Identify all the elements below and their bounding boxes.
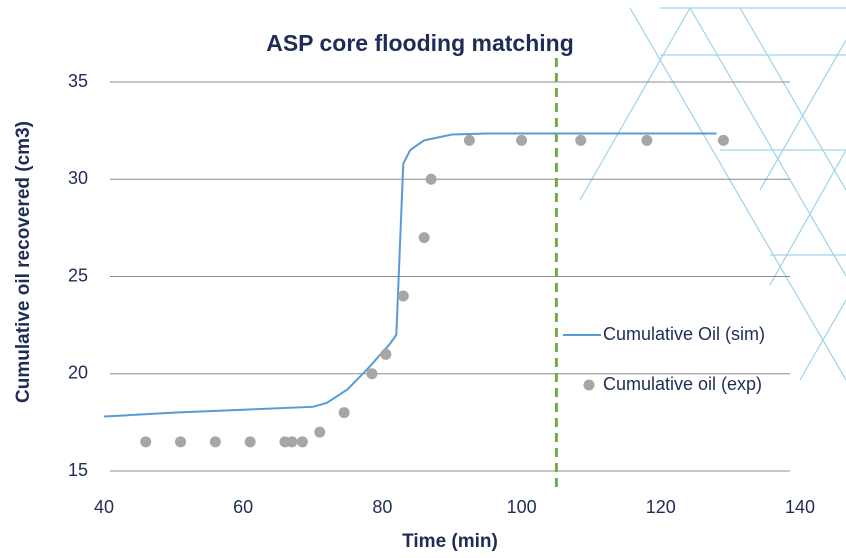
data-point (398, 290, 409, 301)
y-tick-label: 15 (68, 460, 88, 480)
data-point (314, 427, 325, 438)
legend-swatch (584, 380, 595, 391)
chart: ASP core flooding matching Time (min) Cu… (0, 0, 846, 558)
y-tick-label: 20 (68, 363, 88, 383)
x-tick-label: 120 (646, 497, 676, 517)
data-point (516, 135, 527, 146)
x-tick-label: 100 (507, 497, 537, 517)
x-tick-label: 80 (372, 497, 392, 517)
data-point (339, 407, 350, 418)
x-tick-label: 140 (785, 497, 815, 517)
data-point (641, 135, 652, 146)
chart-title: ASP core flooding matching (266, 30, 574, 56)
data-point (419, 232, 430, 243)
y-tick-label: 35 (68, 71, 88, 91)
data-point (286, 436, 297, 447)
legend-label: Cumulative oil (exp) (603, 374, 762, 394)
data-point (245, 436, 256, 447)
data-point (380, 349, 391, 360)
x-tick-label: 40 (94, 497, 114, 517)
data-point (718, 135, 729, 146)
data-point (575, 135, 586, 146)
data-point (366, 368, 377, 379)
y-axis-label: Cumulative oil recovered (cm3) (13, 121, 34, 403)
x-tick-label: 60 (233, 497, 253, 517)
data-point (426, 174, 437, 185)
y-tick-label: 30 (68, 168, 88, 188)
x-axis-label: Time (min) (402, 531, 498, 552)
data-point (140, 436, 151, 447)
data-point (210, 436, 221, 447)
data-point (297, 436, 308, 447)
data-point (175, 436, 186, 447)
y-tick-label: 25 (68, 265, 88, 285)
legend-label: Cumulative Oil (sim) (603, 324, 765, 344)
data-point (464, 135, 475, 146)
